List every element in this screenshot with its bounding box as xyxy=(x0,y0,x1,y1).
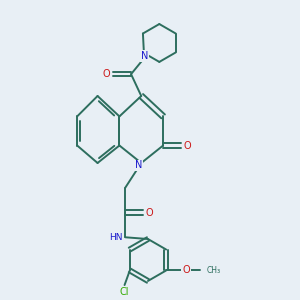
Text: Cl: Cl xyxy=(120,287,129,297)
Text: N: N xyxy=(135,160,142,170)
Text: O: O xyxy=(183,140,191,151)
Text: O: O xyxy=(182,266,190,275)
Text: N: N xyxy=(141,51,148,61)
Text: HN: HN xyxy=(109,233,123,242)
Text: CH₃: CH₃ xyxy=(207,266,221,275)
Text: O: O xyxy=(103,69,110,79)
Text: O: O xyxy=(146,208,154,218)
